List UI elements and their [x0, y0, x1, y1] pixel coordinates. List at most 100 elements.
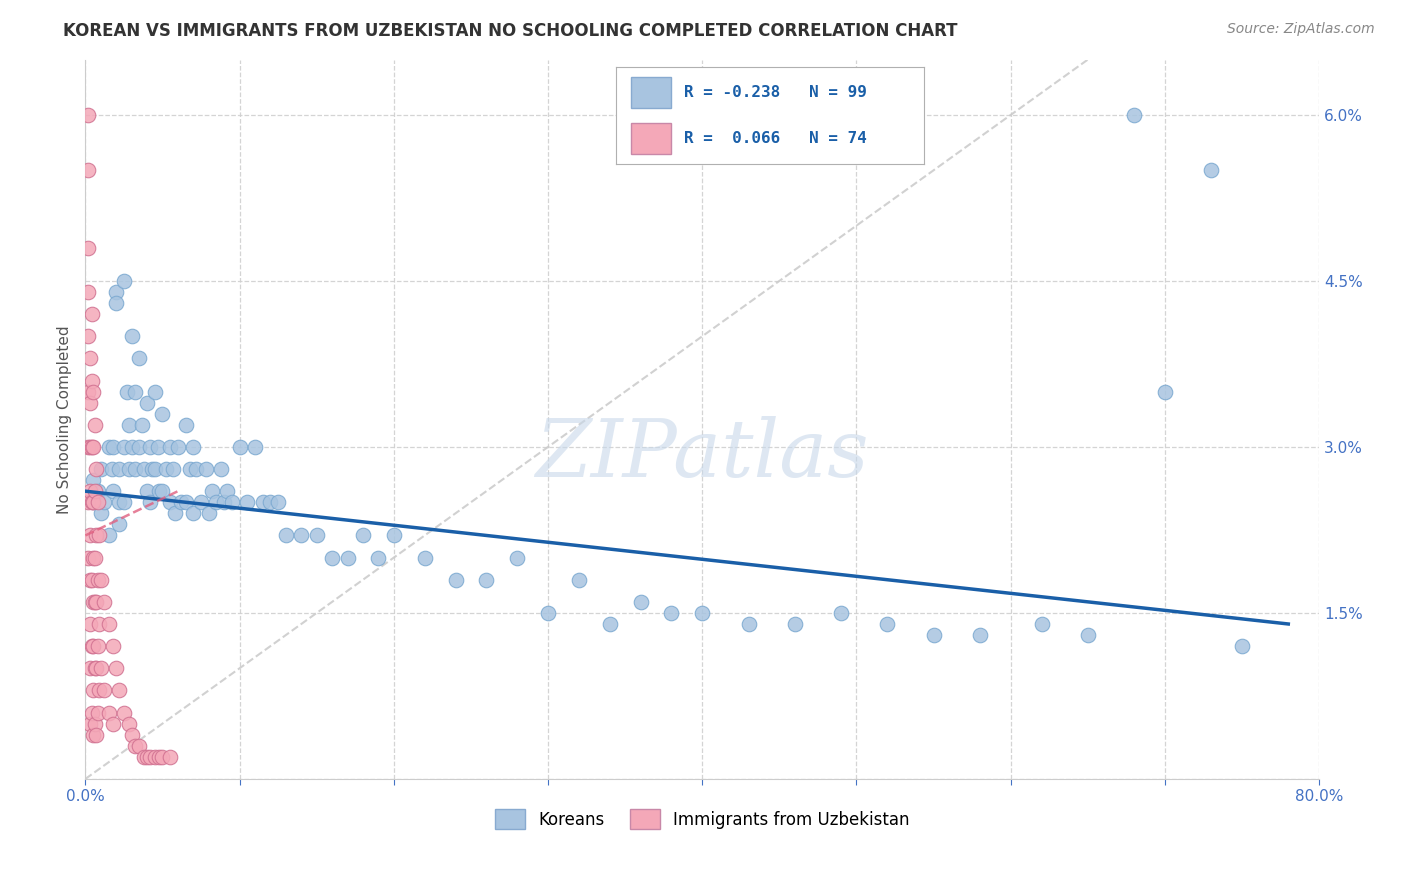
Point [136, 749, 159, 764]
Point [108, 683, 131, 698]
Point [82, 384, 104, 399]
Point [77, 163, 100, 178]
Point [146, 440, 169, 454]
Point [101, 639, 124, 653]
Point [143, 462, 166, 476]
Point [321, 550, 343, 565]
Point [1154, 384, 1177, 399]
Point [80, 639, 103, 653]
Point [77, 108, 100, 122]
Point [139, 749, 162, 764]
Point [80, 573, 103, 587]
Point [97, 617, 120, 632]
Point [89, 528, 111, 542]
Point [93, 595, 115, 609]
Point [152, 407, 174, 421]
Point [115, 384, 138, 399]
Point [128, 351, 150, 366]
Point [79, 440, 101, 454]
Point [382, 528, 405, 542]
Point [367, 550, 389, 565]
Point [139, 495, 162, 509]
Point [1123, 108, 1146, 122]
Point [922, 628, 945, 642]
Point [444, 573, 467, 587]
Point [79, 573, 101, 587]
Point [136, 395, 159, 409]
Point [162, 462, 184, 476]
Point [97, 706, 120, 720]
Point [82, 639, 104, 653]
Point [236, 495, 259, 509]
Point [79, 351, 101, 366]
Point [86, 573, 108, 587]
Point [80, 706, 103, 720]
Point [82, 550, 104, 565]
Point [105, 661, 128, 675]
Point [84, 528, 107, 542]
Point [221, 495, 243, 509]
Point [101, 716, 124, 731]
Point [128, 739, 150, 753]
Point [101, 484, 124, 499]
Point [86, 495, 108, 509]
Point [179, 462, 201, 476]
Point [90, 573, 112, 587]
Point [112, 440, 135, 454]
Point [132, 462, 155, 476]
Point [86, 484, 108, 499]
Point [108, 517, 131, 532]
Point [159, 749, 181, 764]
Point [1199, 163, 1222, 178]
Point [82, 473, 104, 487]
Point [90, 506, 112, 520]
Point [83, 716, 105, 731]
Point [117, 716, 139, 731]
Point [121, 440, 143, 454]
Point [132, 749, 155, 764]
Point [201, 484, 224, 499]
Text: Source: ZipAtlas.com: Source: ZipAtlas.com [1227, 22, 1375, 37]
Point [170, 495, 193, 509]
Point [80, 495, 103, 509]
Point [124, 384, 146, 399]
Point [97, 440, 120, 454]
Point [143, 749, 166, 764]
Point [969, 628, 991, 642]
Point [155, 462, 177, 476]
Point [77, 384, 100, 399]
Point [82, 495, 104, 509]
Point [128, 440, 150, 454]
Text: KOREAN VS IMMIGRANTS FROM UZBEKISTAN NO SCHOOLING COMPLETED CORRELATION CHART: KOREAN VS IMMIGRANTS FROM UZBEKISTAN NO … [63, 22, 957, 40]
Point [112, 495, 135, 509]
Point [252, 495, 274, 509]
Point [259, 495, 281, 509]
Point [105, 296, 128, 310]
Legend: Koreans, Immigrants from Uzbekistan: Koreans, Immigrants from Uzbekistan [488, 803, 917, 835]
Point [84, 728, 107, 742]
Point [599, 617, 621, 632]
Point [77, 495, 100, 509]
Point [117, 417, 139, 432]
Point [80, 307, 103, 321]
Point [89, 617, 111, 632]
Point [93, 683, 115, 698]
Point [82, 595, 104, 609]
Point [183, 506, 205, 520]
Point [183, 440, 205, 454]
Point [84, 595, 107, 609]
Point [82, 683, 104, 698]
Point [79, 395, 101, 409]
Text: ZIPatlas: ZIPatlas [536, 417, 869, 494]
Point [267, 495, 290, 509]
Point [783, 617, 806, 632]
Point [141, 462, 163, 476]
Point [305, 528, 328, 542]
Point [190, 495, 212, 509]
Point [194, 462, 217, 476]
Point [186, 462, 208, 476]
Point [77, 285, 100, 299]
Point [228, 440, 250, 454]
Point [1230, 639, 1253, 653]
Point [243, 440, 266, 454]
